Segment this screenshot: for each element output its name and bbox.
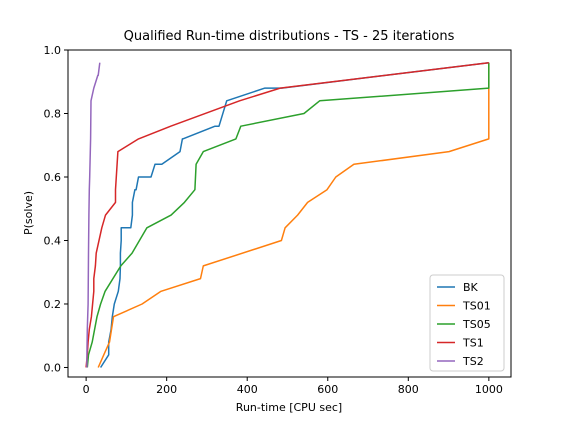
ticks-layer: 0 200 400 600 800 1000 0.0 0.2 0.4 0.6 0.8 1.0 xyxy=(44,44,503,396)
x-tick-label: 0 xyxy=(83,383,90,396)
legend-label-ts05: TS05 xyxy=(462,318,491,331)
legend-label-ts2: TS2 xyxy=(462,355,484,368)
series-line-ts2 xyxy=(86,62,101,368)
series-line-ts1 xyxy=(85,61,489,368)
y-tick-label: 0.2 xyxy=(44,298,62,311)
chart-title: Qualified Run-time distributions - TS - … xyxy=(124,29,455,44)
x-tick-label: 1000 xyxy=(475,383,503,396)
legend-label-ts01: TS01 xyxy=(462,300,491,313)
legend: BK TS01 TS05 TS1 TS2 xyxy=(429,274,505,372)
x-tick-label: 600 xyxy=(317,383,338,396)
series-line-ts05 xyxy=(86,62,490,368)
series-layer xyxy=(85,61,490,368)
y-tick-label: 0.4 xyxy=(44,234,62,247)
x-tick-label: 200 xyxy=(156,383,177,396)
y-tick-label: 0.8 xyxy=(44,107,62,120)
x-tick-label: 800 xyxy=(398,383,419,396)
x-axis-label: Run-time [CPU sec] xyxy=(236,401,342,414)
legend-label-bk: BK xyxy=(463,281,479,294)
y-tick-label: 1.0 xyxy=(44,44,62,57)
y-tick-label: 0.0 xyxy=(44,361,62,374)
y-tick-label: 0.6 xyxy=(44,171,62,184)
legend-box xyxy=(429,274,505,372)
series-line-ts01 xyxy=(97,62,490,368)
plot-frame xyxy=(67,49,512,378)
legend-label-ts1: TS1 xyxy=(462,337,484,350)
series-line-bk xyxy=(99,61,489,368)
y-axis-label: P(solve) xyxy=(22,191,35,235)
x-tick-label: 400 xyxy=(237,383,258,396)
